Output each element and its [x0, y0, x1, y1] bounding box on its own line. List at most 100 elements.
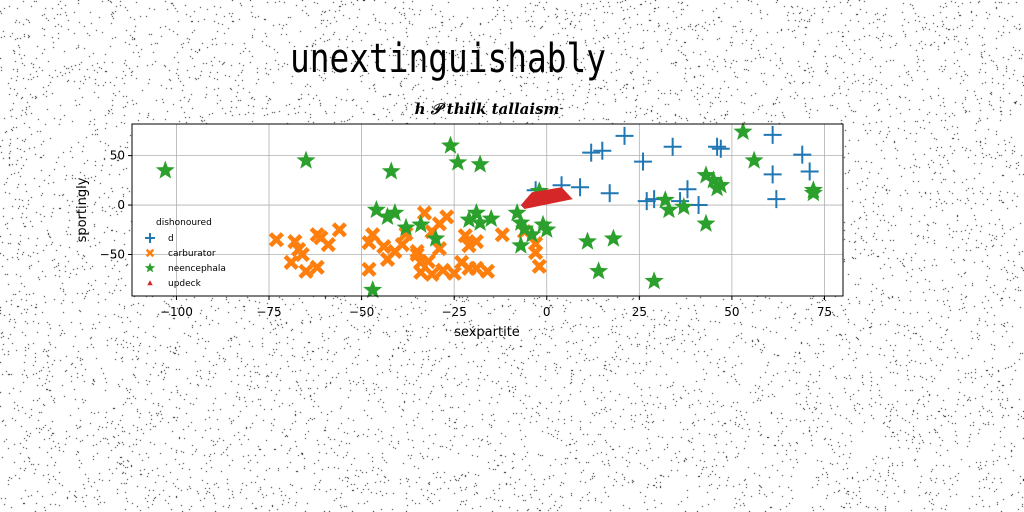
legend-label-d: d [168, 234, 174, 244]
series-neencephala-point [378, 206, 397, 225]
series-carburator-point [294, 246, 310, 263]
series-neencephala-point [381, 161, 401, 180]
series-carburator-point [320, 237, 336, 253]
x-tick-label: −25 [442, 305, 467, 319]
series-carburator-point [431, 241, 447, 257]
series-neencephala-point [366, 200, 386, 219]
series-neencephala-point [529, 181, 549, 200]
series-neencephala-point [296, 150, 316, 169]
y-tick-label: 50 [110, 149, 125, 163]
series-neencephala-point [411, 214, 431, 233]
series-d-point [711, 139, 730, 158]
grid-lines [132, 124, 843, 296]
series-carburator-point [468, 260, 484, 276]
legend-marker-d [145, 233, 155, 243]
x-tick-label: 0 [543, 305, 551, 319]
series-d-point [767, 190, 786, 209]
legend: dishonoured d carburator neencephala updeck [144, 218, 226, 289]
series-d-point [793, 145, 812, 164]
series-neencephala-point [426, 228, 446, 247]
series-carburator-point [468, 234, 484, 250]
legend-marker-neencephala [144, 262, 156, 273]
series-carburator-point [479, 263, 496, 279]
axes-frame [131, 123, 844, 297]
series-neencephala-point [507, 203, 527, 222]
series-d-point [600, 184, 619, 203]
series-carburator-point [446, 265, 462, 281]
series-neencephala-point [522, 224, 542, 243]
series-neencephala-point [744, 150, 764, 169]
series-neencephala-point [603, 228, 623, 247]
series-carburator-point [287, 234, 303, 250]
series-neencephala-point [385, 203, 405, 222]
series-d-point [593, 141, 612, 160]
series-neencephala-point [696, 213, 716, 232]
legend-marker-carburator [145, 248, 155, 258]
series-neencephala-point [515, 218, 534, 237]
series-neencephala-point [466, 203, 486, 222]
series-carburator-point [420, 253, 436, 269]
x-tick-label: 50 [724, 305, 739, 319]
series-d-point [571, 178, 590, 197]
legend-marker-updeck [147, 280, 153, 286]
series-neencephala-point [696, 165, 716, 184]
series-carburator-point [409, 246, 425, 263]
series-carburator-point [365, 227, 381, 243]
series-neencephala-point [537, 219, 557, 238]
legend-label-neencephala: neencephala [168, 264, 226, 274]
series-carburator-point [424, 266, 440, 282]
series-carburator-point [298, 263, 314, 279]
page-title: unextinguishably [290, 36, 606, 82]
series-neencephala-point [655, 190, 675, 209]
y-axis-ticks: −50 0 50 [100, 149, 132, 261]
series-neencephala-point [155, 160, 175, 179]
series-neencephala-point [470, 154, 490, 173]
series-neencephala-point [363, 280, 383, 299]
series-carburator-point [309, 259, 325, 275]
plot-area [155, 121, 823, 299]
x-axis-ticks: −100 −75 −50 −25 0 25 50 75 [160, 296, 832, 319]
series-d-point [689, 196, 708, 215]
series-carburator-point [494, 227, 510, 243]
series-carburator-point [331, 222, 347, 238]
legend-title: dishonoured [156, 218, 212, 228]
y-axis-label: sportingly [75, 177, 90, 242]
series-d-point [800, 162, 819, 181]
x-tick-label: 25 [632, 305, 647, 319]
series-neencephala-point [644, 271, 664, 290]
series-neencephala-point [448, 152, 468, 171]
series-carburator-point [439, 209, 455, 225]
x-axis-label: sexpartite [454, 325, 520, 340]
x-tick-label: −50 [349, 305, 374, 319]
series-neencephala-point [396, 217, 416, 236]
series-neencephala-point [703, 170, 723, 189]
series-carburator-point [416, 205, 433, 221]
chart-title: h 𝒫 thilk tallaism [415, 100, 560, 118]
series-neencephala-point [441, 135, 460, 154]
series-d-point [615, 126, 634, 145]
series-neencephala-point [578, 231, 597, 250]
series-carburator-point [379, 251, 396, 267]
series-d-point [637, 192, 656, 211]
series-neencephala-point [659, 200, 679, 219]
series-carburator-point [394, 237, 410, 253]
series-neencephala-point [803, 183, 823, 202]
series-neencephala-point [674, 197, 694, 216]
series-neencephala-point [470, 212, 490, 231]
legend-label-carburator: carburator [168, 249, 216, 259]
x-tick-label: −75 [256, 305, 281, 319]
series-d-point [708, 137, 727, 156]
series-d-point [663, 137, 682, 156]
series-carburator-point [268, 232, 284, 248]
series-carburator-point [309, 227, 325, 243]
x-tick-label: 75 [817, 305, 832, 319]
y-tick-label: 0 [117, 198, 125, 212]
series-neencephala-point [733, 121, 753, 140]
series-neencephala-point [481, 208, 501, 227]
series-d-point [763, 165, 782, 184]
series-carburator-point [361, 235, 377, 251]
series-carburator-point [376, 239, 392, 255]
series-carburator-point [457, 228, 473, 244]
series-d-point [634, 152, 653, 171]
